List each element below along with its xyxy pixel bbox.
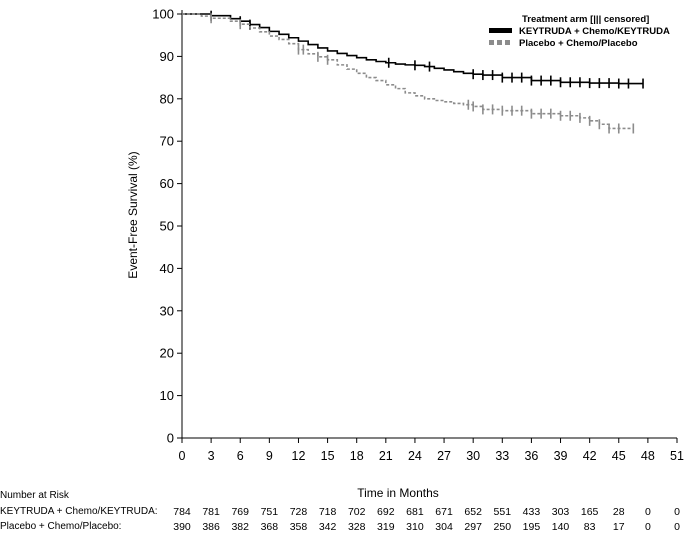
risk-cell: 250 <box>493 521 512 533</box>
risk-cell: 692 <box>377 506 395 518</box>
risk-cell: 728 <box>289 506 308 518</box>
legend-item: Placebo + Chemo/Placebo <box>519 38 638 49</box>
risk-cell: 165 <box>580 506 599 518</box>
legend-title: Treatment arm [||| censored] <box>522 14 649 25</box>
y-tick-label: 20 <box>160 346 174 361</box>
y-tick-label: 90 <box>160 49 174 64</box>
y-tick-label: 10 <box>160 388 174 403</box>
risk-cell: 342 <box>318 521 337 533</box>
risk-cell: 718 <box>318 506 337 518</box>
y-tick-label: 70 <box>160 134 174 149</box>
risk-cell: 319 <box>377 521 395 533</box>
risk-cell: 0 <box>644 506 651 518</box>
x-tick-label: 18 <box>350 449 364 463</box>
risk-cell: 781 <box>202 506 220 518</box>
risk-cell: 195 <box>522 521 541 533</box>
risk-cell: 681 <box>406 506 424 518</box>
survival-curves <box>182 10 644 134</box>
x-tick-label: 9 <box>266 449 273 463</box>
risk-cell: 390 <box>173 521 191 533</box>
x-tick-label: 42 <box>583 449 597 463</box>
risk-cell: 303 <box>551 506 570 518</box>
risk-cell: 83 <box>583 521 596 533</box>
risk-cell: 368 <box>260 521 279 533</box>
x-tick-label: 45 <box>612 449 626 463</box>
x-tick-label: 39 <box>554 449 568 463</box>
risk-cell: 0 <box>674 506 680 518</box>
x-tick-label: 3 <box>208 449 215 463</box>
risk-cell: 0 <box>644 521 651 533</box>
risk-cell: 304 <box>435 521 453 533</box>
survival-line-placebo <box>182 13 634 130</box>
y-tick-label: 0 <box>167 431 174 446</box>
x-tick-label: 27 <box>437 449 451 463</box>
risk-cell: 28 <box>612 506 625 518</box>
risk-cell: 328 <box>347 521 366 533</box>
risk-cell: 0 <box>674 521 680 533</box>
x-tick-label: 24 <box>408 449 422 463</box>
y-tick-label: 100 <box>152 7 174 22</box>
legend: Treatment arm [||| censored] KEYTRUDA + … <box>489 14 670 49</box>
risk-cell: 652 <box>464 506 482 518</box>
x-tick-label: 6 <box>237 449 244 463</box>
risk-cell: 433 <box>522 506 541 518</box>
y-axis-label: Event-Free Survival (%) <box>126 151 140 278</box>
risk-row-label: Placebo + Chemo/Placebo: <box>0 521 122 532</box>
risk-cell: 297 <box>464 521 482 533</box>
x-axis-label: Time in Months <box>357 486 439 500</box>
y-tick-label: 40 <box>160 261 174 276</box>
risk-cell: 702 <box>347 506 366 518</box>
y-tick-label: 50 <box>160 219 174 234</box>
risk-cell: 140 <box>551 521 570 533</box>
risk-cell: 784 <box>173 506 191 518</box>
risk-cell: 382 <box>231 521 249 533</box>
y-tick-label: 80 <box>160 91 174 106</box>
x-tick-label: 21 <box>379 449 393 463</box>
risk-row-label: KEYTRUDA + Chemo/KEYTRUDA: <box>0 506 158 517</box>
risk-cell: 551 <box>493 506 512 518</box>
x-tick-label: 51 <box>670 449 684 463</box>
x-tick-label: 48 <box>641 449 655 463</box>
risk-table-title: Number at Risk <box>0 490 69 501</box>
x-tick-label: 30 <box>466 449 480 463</box>
risk-cell: 310 <box>406 521 424 533</box>
x-tick-label: 0 <box>179 449 186 463</box>
y-tick-label: 30 <box>160 303 174 318</box>
x-tick-label: 36 <box>524 449 538 463</box>
risk-cell: 751 <box>260 506 279 518</box>
risk-cell: 769 <box>231 506 249 518</box>
x-tick-label: 15 <box>321 449 335 463</box>
legend-item: KEYTRUDA + Chemo/KEYTRUDA <box>519 26 670 37</box>
x-tick-label: 33 <box>495 449 509 463</box>
risk-cell: 671 <box>435 506 453 518</box>
y-tick-label: 60 <box>160 176 174 191</box>
risk-cell: 17 <box>612 521 625 533</box>
risk-cell: 358 <box>289 521 308 533</box>
risk-cell: 386 <box>202 521 220 533</box>
x-tick-label: 12 <box>292 449 306 463</box>
